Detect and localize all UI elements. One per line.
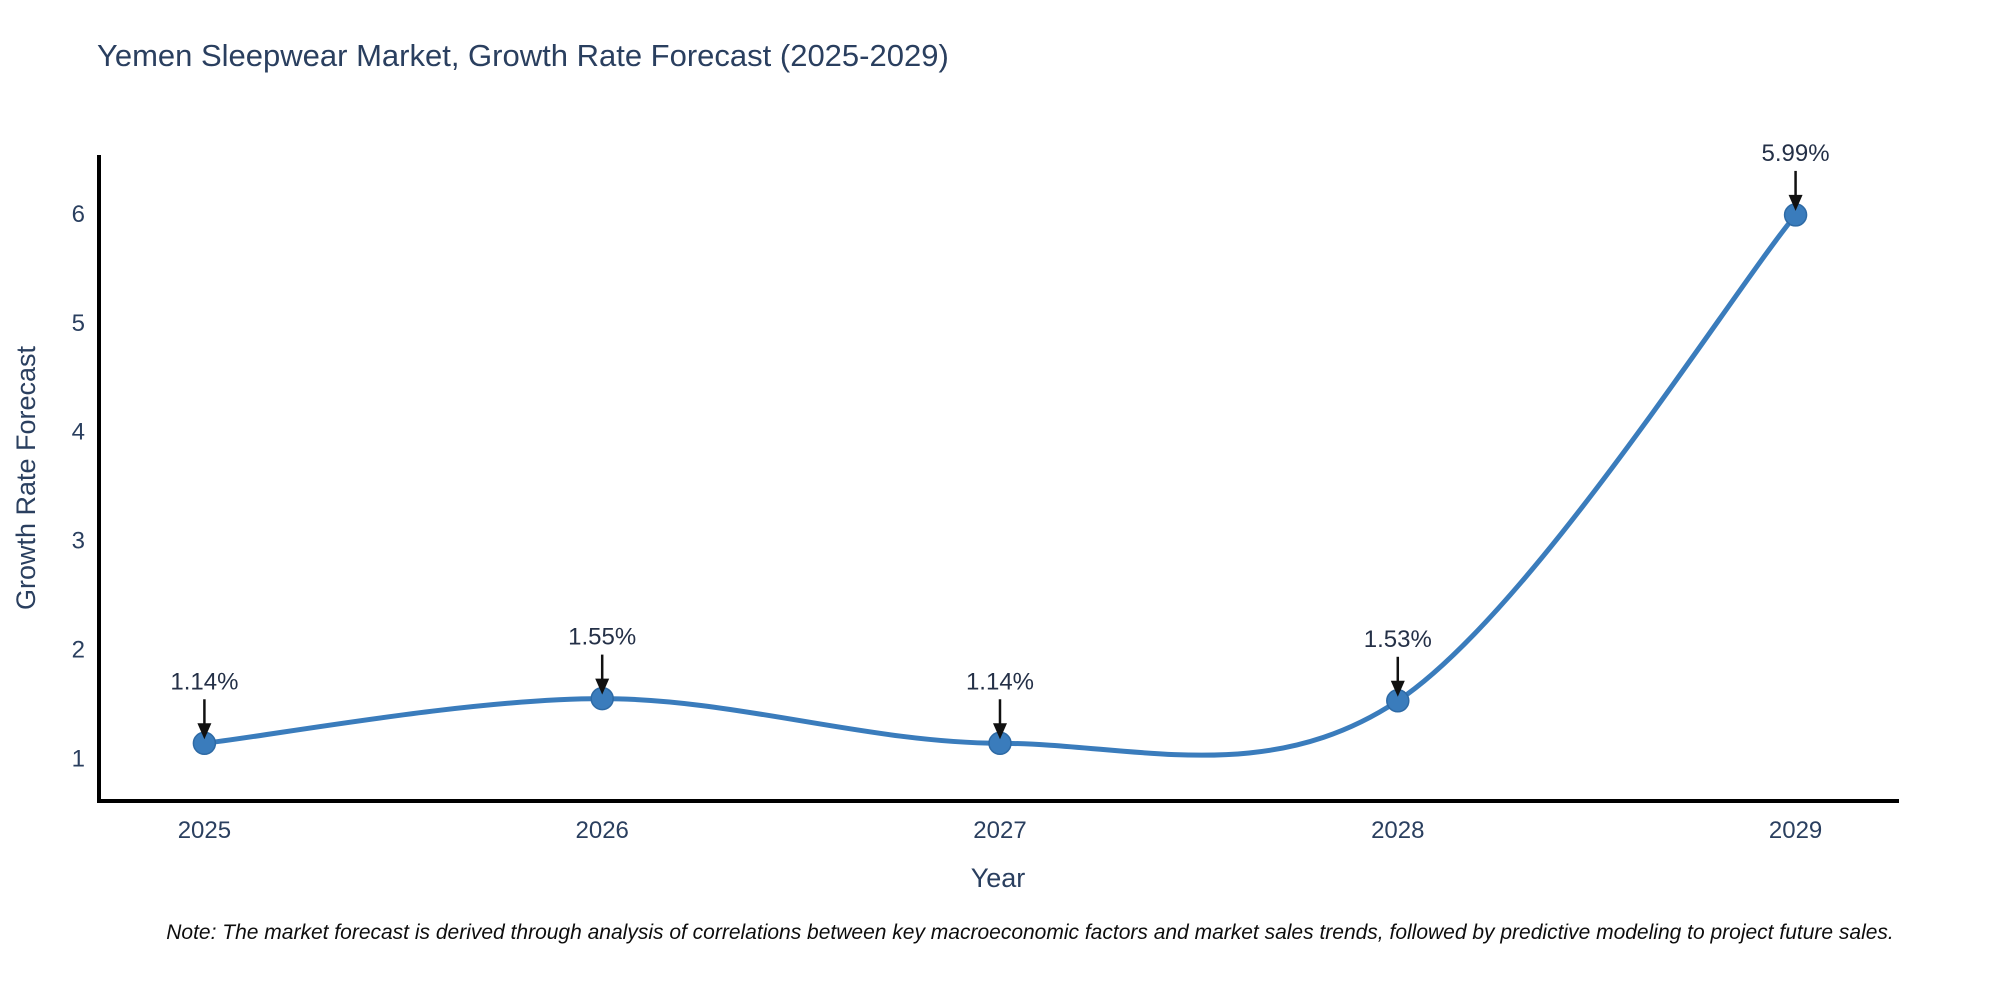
x-axis-title: Year bbox=[971, 863, 1026, 893]
annotation-arrowhead-icon bbox=[1390, 680, 1405, 697]
x-tick-label: 2025 bbox=[178, 817, 231, 844]
x-tick-label: 2029 bbox=[1769, 817, 1822, 844]
x-tick-label: 2026 bbox=[576, 817, 629, 844]
point-value-label: 1.53% bbox=[1364, 626, 1432, 653]
chart-title: Yemen Sleepwear Market, Growth Rate Fore… bbox=[97, 38, 949, 73]
x-tick-label: 2028 bbox=[1371, 817, 1424, 844]
y-tick-label: 6 bbox=[72, 201, 85, 228]
annotation-arrowhead-icon bbox=[1788, 194, 1803, 211]
point-value-label: 1.55% bbox=[568, 624, 636, 651]
point-value-label: 1.14% bbox=[170, 668, 238, 695]
y-axis-title: Growth Rate Forecast bbox=[11, 345, 41, 610]
annotation-arrowhead-icon bbox=[595, 678, 610, 695]
y-tick-label: 2 bbox=[72, 637, 85, 664]
point-value-label: 1.14% bbox=[966, 668, 1034, 695]
y-tick-label: 1 bbox=[72, 746, 85, 773]
forecast-line bbox=[201, 212, 1799, 758]
y-tick-label: 4 bbox=[72, 419, 85, 446]
annotation-arrowhead-icon bbox=[197, 723, 212, 740]
footnote: Note: The market forecast is derived thr… bbox=[166, 921, 1894, 944]
y-tick-label: 5 bbox=[72, 310, 85, 337]
point-value-label: 5.99% bbox=[1762, 140, 1830, 167]
annotation-arrowhead-icon bbox=[992, 723, 1007, 740]
y-tick-label: 3 bbox=[72, 528, 85, 555]
x-tick-label: 2027 bbox=[973, 817, 1026, 844]
